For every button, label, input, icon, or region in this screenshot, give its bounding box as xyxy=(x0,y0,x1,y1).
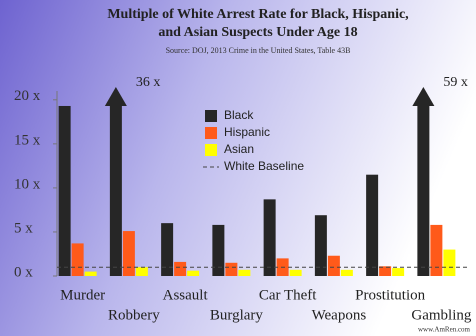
x-tick-label: Weapons xyxy=(312,307,367,323)
x-tick-label: Burglary xyxy=(210,307,264,323)
legend-swatch xyxy=(205,127,217,139)
bar xyxy=(174,261,187,276)
bar xyxy=(212,224,225,276)
chart-title: and Asian Suspects Under Age 18 xyxy=(158,25,357,40)
x-tick-label: Car Theft xyxy=(259,287,317,303)
bar xyxy=(238,269,251,276)
y-tick-label: 15 x xyxy=(14,132,41,148)
chart-title: Multiple of White Arrest Rate for Black,… xyxy=(107,7,408,22)
x-tick-label: Gambling xyxy=(411,307,471,323)
bar xyxy=(122,231,135,276)
x-tick-label: Assault xyxy=(163,287,209,303)
value-label: 36 x xyxy=(136,75,161,90)
bar xyxy=(314,215,327,276)
bar xyxy=(327,255,340,276)
bar-arrow xyxy=(412,87,435,106)
legend-label: Black xyxy=(224,108,254,122)
bar xyxy=(109,105,122,276)
legend-swatch xyxy=(205,110,217,122)
bar xyxy=(187,270,200,276)
x-tick-label: Robbery xyxy=(108,307,160,323)
legend-label: White Baseline xyxy=(224,159,304,173)
x-tick-label: Prostitution xyxy=(355,287,426,303)
legend-label: Hispanic xyxy=(224,125,270,139)
chart-subtitle: Source: DOJ, 2013 Crime in the United St… xyxy=(166,46,351,55)
bar xyxy=(443,249,456,276)
bar xyxy=(379,266,392,276)
bar xyxy=(84,271,97,276)
bar xyxy=(135,267,148,276)
y-tick-label: 0 x xyxy=(14,264,33,280)
y-tick-label: 5 x xyxy=(14,220,33,236)
bar xyxy=(161,223,174,276)
bar xyxy=(225,262,238,276)
bar xyxy=(417,105,430,276)
legend-label: Asian xyxy=(224,142,254,156)
x-tick-label: Murder xyxy=(60,287,105,303)
bar xyxy=(71,243,84,276)
bar-arrow xyxy=(104,87,127,106)
bar xyxy=(366,174,379,276)
y-tick-label: 10 x xyxy=(14,176,41,192)
legend-swatch xyxy=(205,144,217,156)
bar xyxy=(263,199,276,276)
value-label: 59 x xyxy=(443,75,468,90)
watermark: www.AmRen.com xyxy=(418,326,471,334)
bar xyxy=(58,105,71,276)
bar xyxy=(430,224,443,276)
bar xyxy=(340,269,353,276)
bar xyxy=(289,269,302,276)
bar xyxy=(392,268,405,276)
y-tick-label: 20 x xyxy=(14,88,41,104)
